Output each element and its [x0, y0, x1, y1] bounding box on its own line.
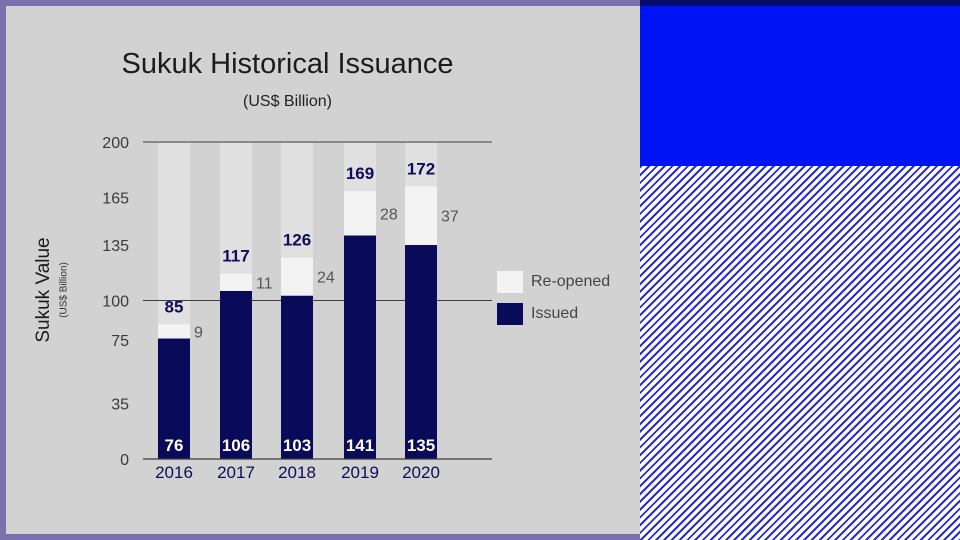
decor-top-strip — [640, 0, 960, 6]
issued-value-label: 76 — [165, 436, 184, 455]
bar-issued-2020 — [405, 245, 437, 459]
reopened-value-label: 9 — [194, 324, 203, 341]
total-label: 172 — [407, 159, 435, 178]
x-tick-label: 2019 — [341, 463, 379, 482]
y-tick-label: 200 — [102, 135, 129, 152]
issued-value-label: 106 — [222, 436, 250, 455]
total-label: 169 — [346, 164, 374, 183]
issued-value-label: 103 — [283, 436, 311, 455]
bar-reopened-2017 — [220, 273, 252, 291]
chart-subtitle: (US$ Billion) — [243, 93, 332, 110]
y-tick-label: 35 — [111, 397, 129, 414]
bar-issued-2019 — [344, 235, 376, 459]
legend-swatch-issued — [497, 303, 523, 325]
bar-reopened-2020 — [405, 186, 437, 246]
issued-value-label: 141 — [346, 436, 374, 455]
legend-label-reopened: Re-opened — [531, 273, 611, 290]
reopened-value-label: 37 — [441, 209, 459, 226]
reopened-value-label: 28 — [380, 206, 398, 223]
total-label: 85 — [165, 297, 184, 316]
decor-blue-panel — [640, 6, 960, 166]
total-label: 117 — [222, 247, 249, 266]
y-tick-label: 165 — [102, 190, 129, 207]
y-tick-label: 0 — [120, 452, 129, 469]
legend-label-issued: Issued — [531, 305, 579, 322]
x-tick-label: 2017 — [217, 463, 255, 482]
total-label: 126 — [283, 231, 311, 250]
legend-swatch-reopened — [497, 271, 523, 293]
bar-issued-2018 — [281, 295, 313, 459]
slide-background — [6, 6, 758, 534]
legend-item-issued: Issued — [497, 303, 578, 325]
bar-reopened-2016 — [158, 324, 190, 339]
bar-reopened-2018 — [281, 257, 313, 296]
reopened-value-label: 24 — [317, 270, 335, 287]
x-tick-label: 2018 — [278, 463, 316, 482]
legend-item-reopened: Re-opened — [497, 271, 610, 293]
decor-hatched-panel — [640, 166, 960, 540]
bar-reopened-2019 — [344, 191, 376, 236]
chart-title: Sukuk Historical Issuance — [121, 48, 454, 80]
reopened-value-label: 11 — [256, 275, 273, 292]
y-tick-label: 100 — [102, 294, 129, 311]
bar-issued-2017 — [220, 290, 252, 459]
y-tick-label: 135 — [102, 238, 129, 255]
y-tick-label: 75 — [111, 333, 129, 350]
x-tick-label: 2020 — [402, 463, 440, 482]
x-tick-label: 2016 — [155, 463, 193, 482]
bar-issued-2016 — [158, 338, 190, 459]
issued-value-label: 135 — [407, 436, 435, 455]
